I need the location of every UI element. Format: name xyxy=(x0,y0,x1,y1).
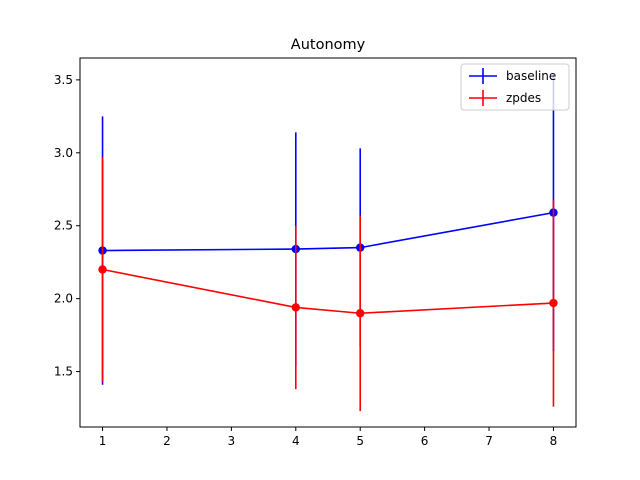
y-axis: 1.5 2.0 2.5 3.0 3.5 xyxy=(54,73,80,379)
y-tick-label-3: 3.0 xyxy=(54,146,73,160)
x-tick-label-5: 6 xyxy=(421,434,429,448)
x-axis: 1 2 3 4 5 6 7 8 xyxy=(99,427,558,448)
legend: baseline zpdes xyxy=(460,63,570,111)
y-tick-label-2: 2.5 xyxy=(54,219,73,233)
baseline-line xyxy=(102,211,554,252)
series-baseline xyxy=(98,74,558,385)
plot-frame xyxy=(79,57,577,428)
series-zpdes xyxy=(98,157,558,411)
series-layer xyxy=(98,74,558,411)
y-tick-label-0: 1.5 xyxy=(54,365,73,379)
x-tick-label-0: 1 xyxy=(99,434,107,448)
y-tick-label-4: 3.5 xyxy=(54,73,73,87)
zpdes-point-1 xyxy=(291,303,300,312)
zpdes-point-0 xyxy=(98,265,107,274)
y-tick-label-1: 2.0 xyxy=(54,292,73,306)
zpdes-point-2 xyxy=(356,309,365,318)
x-tick-label-6: 7 xyxy=(485,434,493,448)
chart-title: Autonomy xyxy=(291,37,366,53)
zpdes-line xyxy=(102,268,554,315)
x-tick-label-2: 3 xyxy=(228,434,236,448)
legend-label-baseline: baseline xyxy=(506,69,556,83)
legend-label-zpdes: zpdes xyxy=(506,91,541,105)
zpdes-point-3 xyxy=(549,298,558,308)
x-tick-label-1: 2 xyxy=(163,434,171,448)
x-tick-label-3: 4 xyxy=(292,434,300,448)
x-tick-label-4: 5 xyxy=(356,434,364,448)
x-tick-label-7: 8 xyxy=(550,434,558,448)
